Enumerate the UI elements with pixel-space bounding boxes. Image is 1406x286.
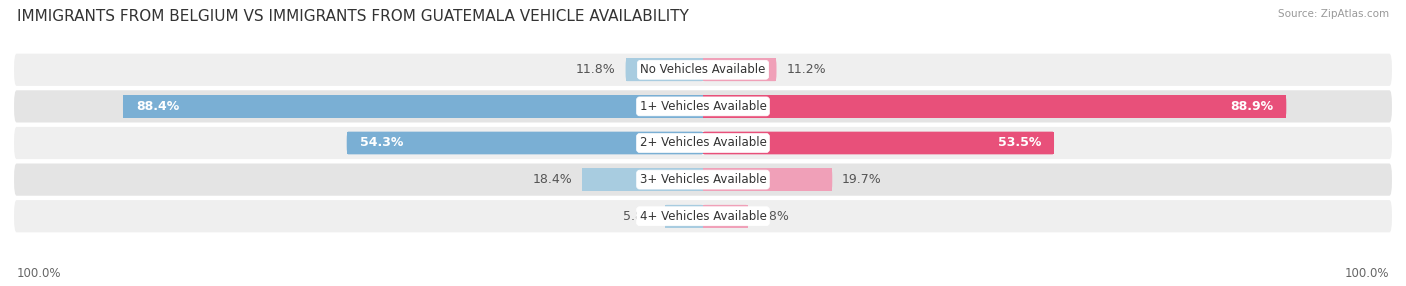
Text: 18.4%: 18.4% — [533, 173, 572, 186]
FancyBboxPatch shape — [626, 58, 703, 81]
Bar — [347, 132, 703, 154]
Text: 11.8%: 11.8% — [576, 63, 616, 76]
FancyBboxPatch shape — [703, 168, 832, 191]
Bar — [703, 132, 1054, 154]
Text: 53.5%: 53.5% — [997, 136, 1040, 150]
Text: 100.0%: 100.0% — [17, 267, 62, 280]
Text: No Vehicles Available: No Vehicles Available — [640, 63, 766, 76]
Text: Source: ZipAtlas.com: Source: ZipAtlas.com — [1278, 9, 1389, 19]
Text: IMMIGRANTS FROM BELGIUM VS IMMIGRANTS FROM GUATEMALA VEHICLE AVAILABILITY: IMMIGRANTS FROM BELGIUM VS IMMIGRANTS FR… — [17, 9, 689, 23]
Text: 6.8%: 6.8% — [758, 210, 789, 223]
Text: 54.3%: 54.3% — [360, 136, 404, 150]
Bar — [703, 205, 748, 228]
FancyBboxPatch shape — [122, 95, 703, 118]
Text: 100.0%: 100.0% — [1344, 267, 1389, 280]
Bar — [703, 58, 776, 81]
Text: 2+ Vehicles Available: 2+ Vehicles Available — [640, 136, 766, 150]
Text: 11.2%: 11.2% — [786, 63, 825, 76]
Text: 1+ Vehicles Available: 1+ Vehicles Available — [640, 100, 766, 113]
Bar — [665, 205, 703, 228]
FancyBboxPatch shape — [582, 168, 703, 191]
FancyBboxPatch shape — [665, 205, 703, 228]
Bar — [703, 168, 832, 191]
FancyBboxPatch shape — [14, 54, 1392, 86]
FancyBboxPatch shape — [703, 205, 748, 228]
FancyBboxPatch shape — [703, 58, 776, 81]
FancyBboxPatch shape — [703, 95, 1286, 118]
Text: 3+ Vehicles Available: 3+ Vehicles Available — [640, 173, 766, 186]
Bar — [582, 168, 703, 191]
Bar — [626, 58, 703, 81]
Text: 5.8%: 5.8% — [623, 210, 655, 223]
FancyBboxPatch shape — [14, 164, 1392, 196]
Text: 19.7%: 19.7% — [842, 173, 882, 186]
FancyBboxPatch shape — [14, 200, 1392, 232]
Text: 88.4%: 88.4% — [136, 100, 180, 113]
FancyBboxPatch shape — [14, 90, 1392, 122]
FancyBboxPatch shape — [14, 127, 1392, 159]
FancyBboxPatch shape — [347, 132, 703, 154]
Text: 4+ Vehicles Available: 4+ Vehicles Available — [640, 210, 766, 223]
FancyBboxPatch shape — [703, 132, 1054, 154]
Bar — [703, 95, 1286, 118]
Text: 88.9%: 88.9% — [1230, 100, 1274, 113]
Bar — [122, 95, 703, 118]
